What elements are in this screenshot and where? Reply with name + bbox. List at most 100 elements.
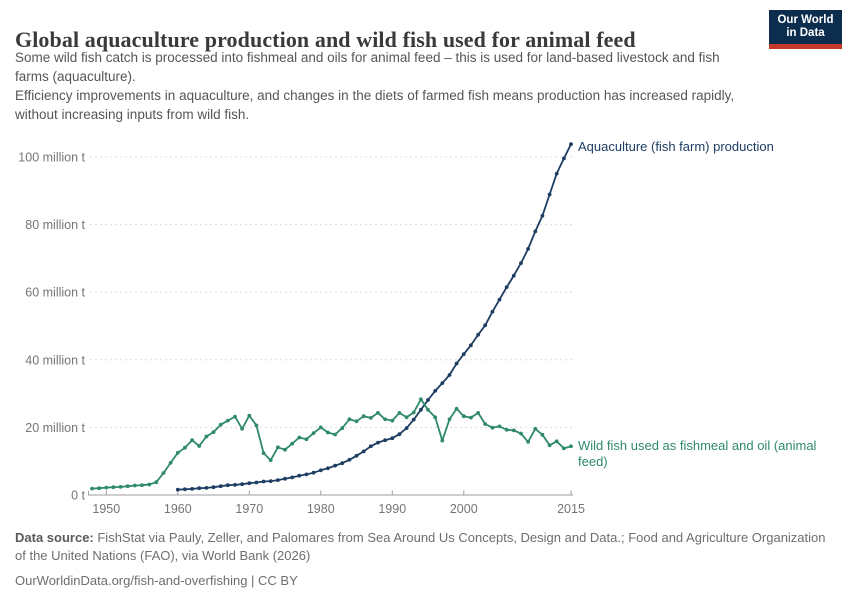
data-point[interactable] [469,343,473,348]
data-point[interactable] [283,447,287,452]
data-point[interactable] [340,461,345,466]
data-point[interactable] [404,426,409,430]
data-point[interactable] [476,332,480,337]
data-point[interactable] [426,398,430,402]
data-point[interactable] [161,471,166,475]
data-point[interactable] [225,418,230,423]
series-label-aquaculture[interactable]: Aquaculture (fish farm) production [578,139,774,154]
data-point[interactable] [433,389,438,393]
data-point[interactable] [540,213,545,218]
data-point[interactable] [125,484,130,489]
data-point[interactable] [304,437,309,442]
data-point[interactable] [140,483,144,488]
data-point[interactable] [569,444,573,449]
data-point[interactable] [376,411,380,415]
data-point[interactable] [347,417,352,422]
data-point[interactable] [276,445,280,450]
data-point[interactable] [533,426,538,431]
data-point[interactable] [454,361,459,366]
data-point[interactable] [154,480,159,485]
data-point[interactable] [554,171,559,176]
data-point[interactable] [333,463,337,468]
data-point[interactable] [483,323,488,328]
data-point[interactable] [454,406,459,411]
data-point[interactable] [183,445,187,450]
data-point[interactable] [233,414,237,419]
data-point[interactable] [104,485,109,490]
data-point[interactable] [397,432,402,437]
data-point[interactable] [511,428,516,433]
data-point[interactable] [168,461,173,465]
data-point[interactable] [526,247,530,251]
data-point[interactable] [419,397,423,402]
data-point[interactable] [440,438,445,443]
data-point[interactable] [547,443,552,448]
data-point[interactable] [247,481,252,486]
data-point[interactable] [175,450,180,455]
data-point[interactable] [175,487,180,492]
data-point[interactable] [218,484,223,489]
data-point[interactable] [211,485,216,490]
data-point[interactable] [240,426,245,431]
data-point[interactable] [447,417,452,422]
data-point[interactable] [354,453,359,458]
data-point[interactable] [283,476,287,481]
data-point[interactable] [111,485,116,490]
data-point[interactable] [562,446,566,451]
data-point[interactable] [254,480,259,485]
data-point[interactable] [519,431,523,436]
data-point[interactable] [368,416,373,420]
data-point[interactable] [461,414,466,419]
data-point[interactable] [490,425,495,430]
data-point[interactable] [511,273,516,278]
data-point[interactable] [290,475,295,480]
data-point[interactable] [526,440,530,444]
data-point[interactable] [225,483,230,488]
data-point[interactable] [497,424,502,429]
data-point[interactable] [340,426,345,430]
data-point[interactable] [190,438,195,443]
data-point[interactable] [433,415,438,420]
data-point[interactable] [390,418,395,423]
license-line[interactable]: OurWorldinData.org/fish-and-overfishing … [15,573,298,588]
data-point[interactable] [440,381,445,385]
data-point[interactable] [268,479,273,483]
data-point[interactable] [240,482,245,487]
data-point[interactable] [318,425,323,430]
data-point[interactable] [290,441,295,446]
data-point[interactable] [218,422,223,427]
data-point[interactable] [554,439,559,444]
data-point[interactable] [276,478,280,482]
data-point[interactable] [361,414,366,419]
data-point[interactable] [261,479,266,484]
data-point[interactable] [490,309,495,314]
data-point[interactable] [326,466,330,471]
data-point[interactable] [411,417,416,422]
data-point[interactable] [268,458,273,463]
data-point[interactable] [368,444,373,449]
data-point[interactable] [469,415,473,420]
data-point[interactable] [318,468,323,473]
data-point[interactable] [569,142,573,147]
data-point[interactable] [333,432,337,437]
data-point[interactable] [133,483,137,488]
data-point[interactable] [483,422,488,426]
data-point[interactable] [547,192,552,197]
data-point[interactable] [304,472,309,477]
data-point[interactable] [297,435,302,440]
data-point[interactable] [533,229,538,234]
data-point[interactable] [497,297,502,302]
data-point[interactable] [297,473,302,478]
data-point[interactable] [147,482,152,487]
data-point[interactable] [376,440,380,445]
data-point[interactable] [233,483,237,487]
data-point[interactable] [383,438,387,443]
data-point[interactable] [540,432,545,437]
data-point[interactable] [476,411,480,415]
data-point[interactable] [562,156,566,161]
series-line-aquaculture[interactable] [176,143,572,491]
data-point[interactable] [197,444,202,448]
data-point[interactable] [411,410,416,415]
series-line-wild-fish[interactable] [91,398,572,490]
data-point[interactable] [204,434,209,439]
